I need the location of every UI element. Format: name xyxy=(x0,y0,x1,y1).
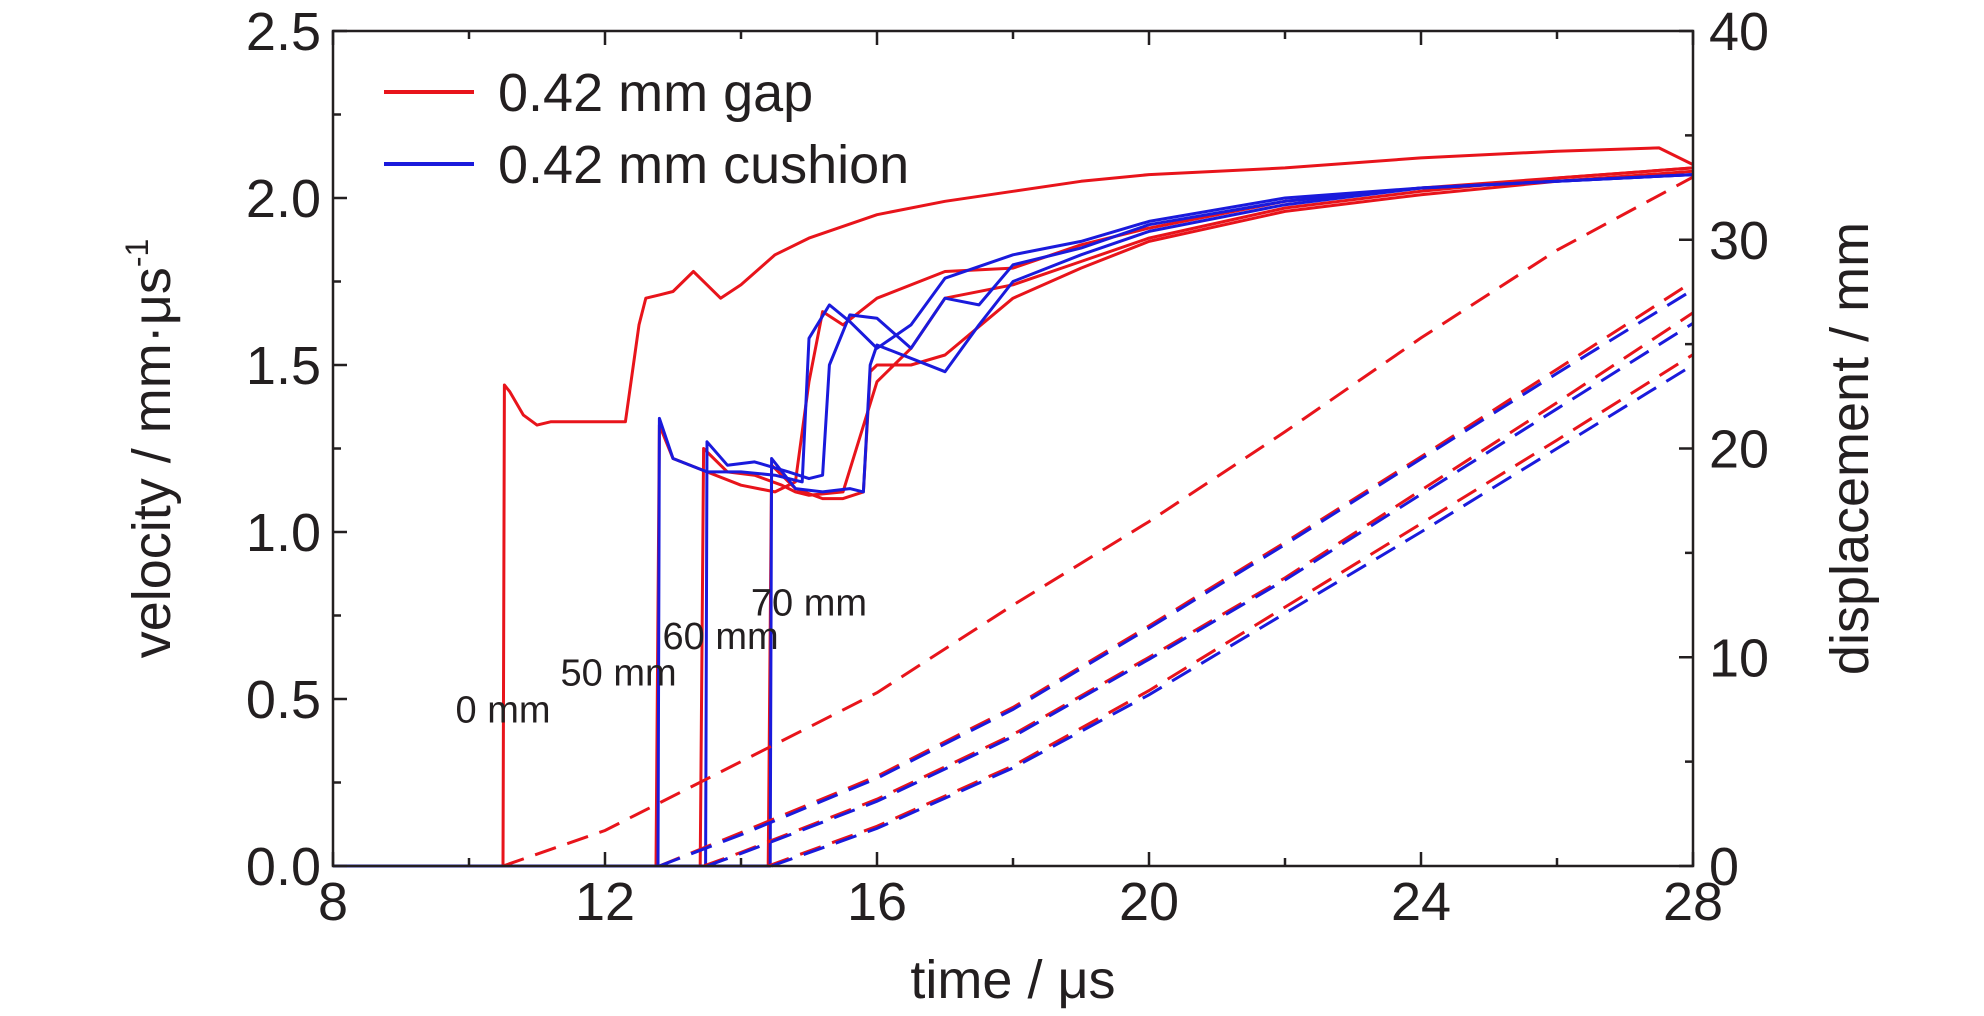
y-right-tick-label: 10 xyxy=(1709,628,1769,688)
y-left-tick-label: 2.0 xyxy=(246,169,321,229)
x-axis-title: time / μs xyxy=(910,950,1115,1010)
legend-label: 0.42 mm cushion xyxy=(498,135,909,195)
velocity-line-4 xyxy=(333,169,1694,868)
x-tick-label: 20 xyxy=(1119,872,1179,932)
x-tick-label: 24 xyxy=(1391,872,1451,932)
series-layer xyxy=(333,146,1694,868)
y-left-tick-label: 1.0 xyxy=(246,503,321,563)
velocity-line-7 xyxy=(333,173,1694,868)
legend-label: 0.42 mm gap xyxy=(498,63,813,123)
x-tick-label: 28 xyxy=(1663,872,1723,932)
annotation-label: 70 mm xyxy=(751,583,867,625)
displacement-line-2 xyxy=(658,280,1694,868)
y-axis-left-title-superscript: -1 xyxy=(119,239,155,267)
annotation-label: 0 mm xyxy=(456,689,551,731)
displacement-line-4 xyxy=(767,353,1694,868)
displacement-line-1 xyxy=(502,175,1694,868)
y-left-tick-label: 1.5 xyxy=(246,336,321,396)
y-right-tick-label: 40 xyxy=(1709,2,1769,62)
velocity-line-3 xyxy=(333,166,1694,868)
annotation-label: 60 mm xyxy=(663,616,779,658)
y-right-tick-label: 20 xyxy=(1709,420,1769,480)
displacement-line-6 xyxy=(706,322,1694,868)
velocity-line-6 xyxy=(333,173,1694,868)
displacement-line-7 xyxy=(771,363,1694,868)
tick-label-layer: 8 12 16 20 24 28 0.0 0.5 1.0 1.5 2.0 2.5 0 10 20 30 40 xyxy=(246,2,1769,932)
y-right-tick-label: 30 xyxy=(1709,211,1769,271)
velocity-line-5 xyxy=(333,173,1694,868)
displacement-line-5 xyxy=(658,288,1694,868)
y-axis-left-title: velocity / mm·μs-1 xyxy=(119,239,182,659)
legend: 0.42 mm gap 0.42 mm cushion xyxy=(384,63,909,195)
y-left-tick-label: 0.0 xyxy=(246,837,321,897)
velocity-line-1 xyxy=(333,146,1694,868)
x-tick-label: 8 xyxy=(318,872,348,932)
annotation-label: 50 mm xyxy=(561,653,677,695)
x-tick-label: 12 xyxy=(575,872,635,932)
y-left-tick-label: 0.5 xyxy=(246,670,321,730)
x-tick-label: 16 xyxy=(847,872,907,932)
y-right-tick-label: 0 xyxy=(1709,837,1739,897)
tick-layer xyxy=(331,29,1695,868)
y-axis-left-title-main: velocity / mm·μs xyxy=(122,267,182,658)
y-axis-right-title: displacement / mm xyxy=(1820,222,1880,675)
velocity-line-2 xyxy=(333,166,1694,868)
y-left-tick-label: 2.5 xyxy=(246,2,321,62)
